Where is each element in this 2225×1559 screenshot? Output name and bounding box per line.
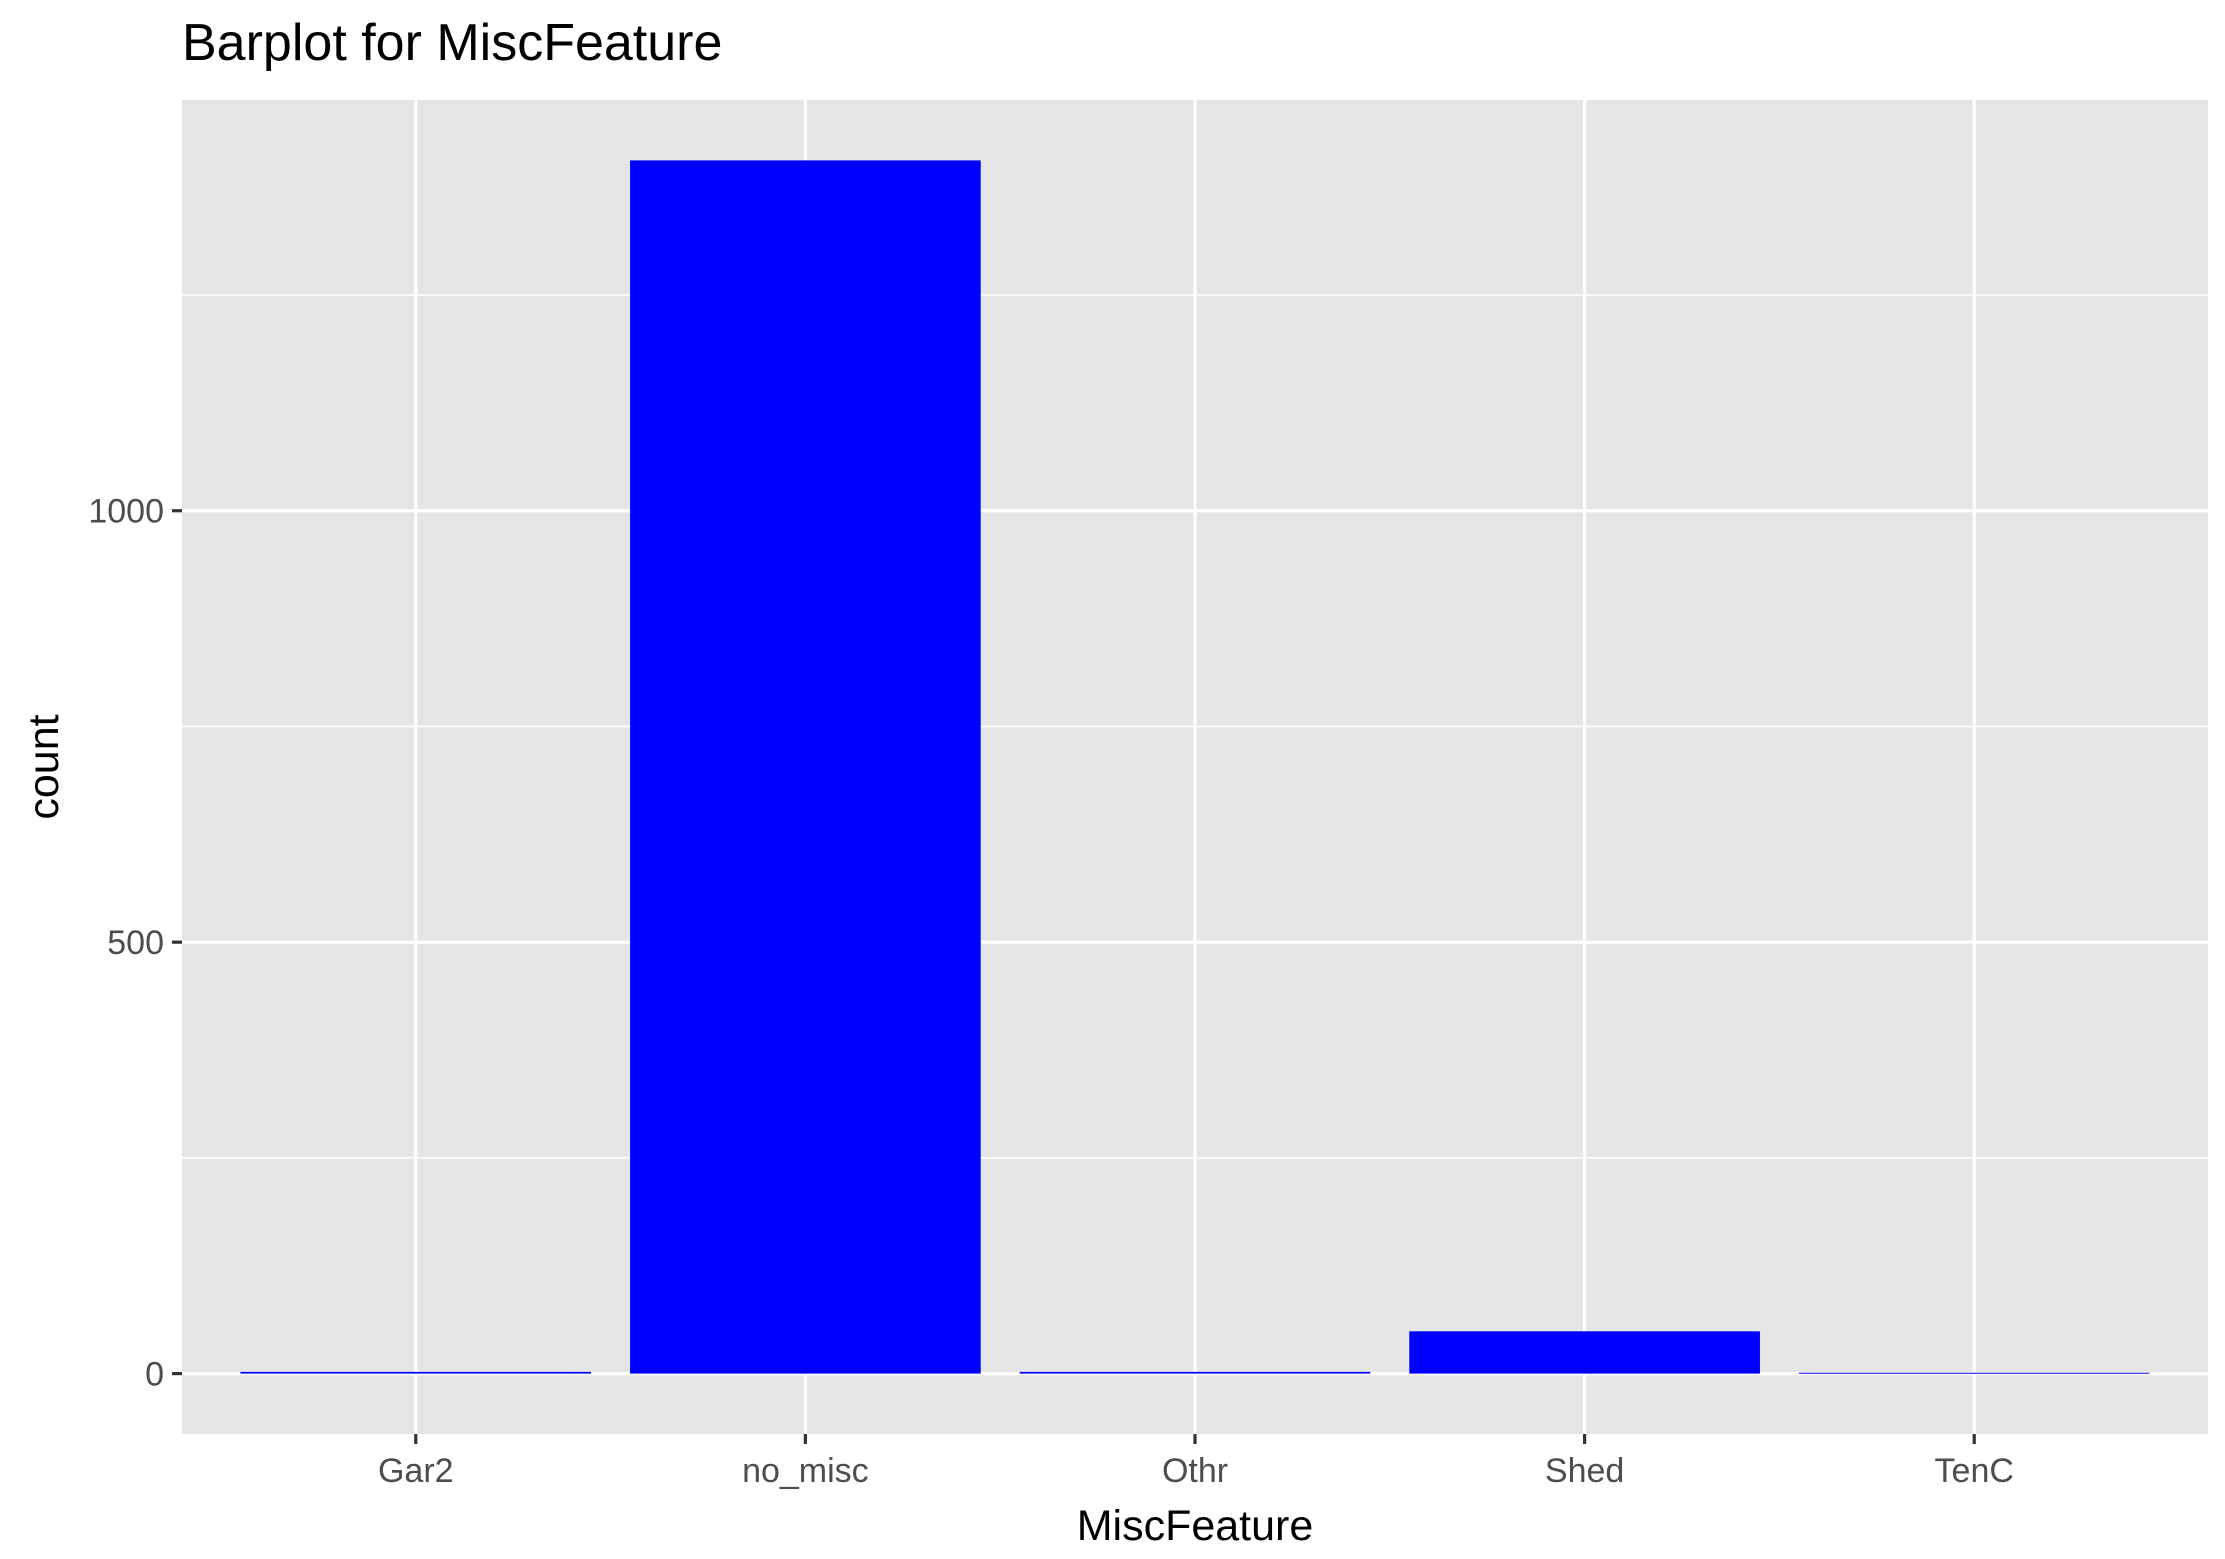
y-tick-label: 1000	[88, 493, 164, 531]
y-axis: 0 500 1000	[88, 493, 182, 1394]
x-axis: Gar2 no_misc Othr Shed TenC	[378, 1434, 2014, 1490]
bar-othr	[1019, 1371, 1371, 1374]
chart-title: Barplot for MiscFeature	[182, 14, 722, 72]
y-tick-label: 0	[145, 1356, 164, 1394]
bar-gar2	[240, 1371, 592, 1374]
x-tick-label: no_misc	[742, 1452, 869, 1490]
bar-no-misc	[630, 160, 981, 1374]
x-tick-label: Shed	[1545, 1452, 1624, 1490]
x-tick-label: Gar2	[378, 1452, 454, 1490]
x-axis-title: MiscFeature	[1077, 1502, 1314, 1550]
bar-tenc	[1798, 1372, 2150, 1374]
bar-shed	[1409, 1331, 1760, 1374]
bars	[240, 160, 2150, 1374]
y-tick-label: 500	[107, 924, 164, 962]
x-tick-label: Othr	[1162, 1452, 1228, 1490]
y-axis-title: count	[20, 714, 68, 819]
x-tick-label: TenC	[1935, 1452, 2014, 1490]
